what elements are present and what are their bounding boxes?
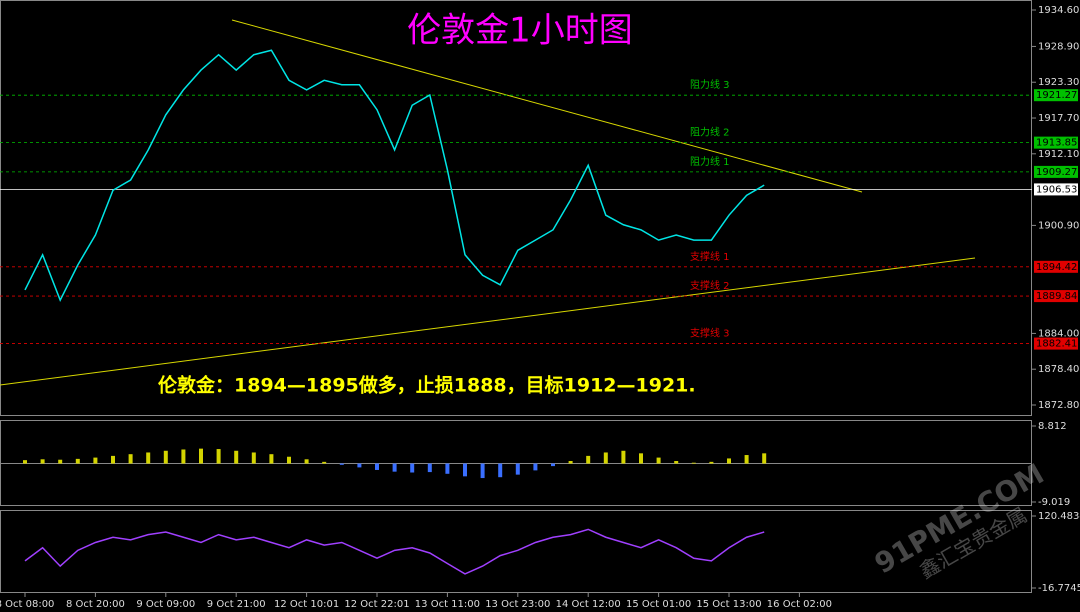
- level-value: 1889.84: [1036, 291, 1077, 302]
- macd-bar: [709, 461, 714, 464]
- level-value: 1913.85: [1036, 138, 1077, 149]
- x-tick-label: 13 Oct 11:00: [415, 599, 480, 610]
- macd-bar: [603, 452, 608, 464]
- macd-bar: [410, 463, 415, 473]
- macd-bar: [234, 450, 239, 464]
- annotation: 伦敦金：1894—1895做多，止损1888，目标1912—1921.: [158, 374, 696, 397]
- macd-bar: [128, 454, 133, 464]
- level-value: 1909.27: [1036, 167, 1077, 178]
- y-tick-label: 1872.80: [1038, 400, 1079, 411]
- level-value: 1906.53: [1036, 184, 1077, 195]
- y-tick-label: 120.4834: [1038, 511, 1080, 522]
- main-frame: [0, 0, 1032, 416]
- x-tick-label: 15 Oct 13:00: [696, 599, 761, 610]
- macd-bar: [199, 448, 203, 464]
- macd-bar: [375, 463, 379, 470]
- y-tick-label: 1934.60: [1038, 5, 1079, 16]
- x-tick-label: 9 Oct 21:00: [207, 599, 266, 610]
- y-tick-label: 1917.70: [1038, 113, 1079, 124]
- macd-bar: [427, 463, 432, 473]
- x-tick-label: 14 Oct 12:00: [556, 599, 621, 610]
- macd-bar: [322, 461, 327, 464]
- x-tick-label: 16 Oct 02:00: [767, 599, 832, 610]
- macd-bar: [762, 453, 767, 464]
- x-tick-label: 9 Oct 09:00: [136, 599, 195, 610]
- trend-line: [231, 19, 863, 193]
- macd-bar: [533, 463, 538, 471]
- x-tick-label: 8 Oct 20:00: [66, 599, 125, 610]
- x-tick-label: 13 Oct 23:00: [485, 599, 550, 610]
- macd-bar: [251, 452, 256, 464]
- macd-bar: [656, 457, 661, 464]
- y-tick-label: 1928.90: [1038, 41, 1079, 52]
- y-tick-label: 1923.30: [1038, 77, 1079, 88]
- level-name: 支撑线 2: [690, 279, 730, 292]
- macd-bar: [287, 456, 291, 464]
- level-tag: [1034, 260, 1078, 273]
- macd-bar: [269, 454, 274, 464]
- macd-bar: [163, 450, 168, 464]
- macd-bar: [445, 463, 450, 474]
- y-tick-label: 1878.40: [1038, 364, 1079, 375]
- macd-bar: [463, 463, 467, 477]
- level-name: 阻力线 3: [690, 78, 730, 91]
- macd-bar: [727, 458, 731, 464]
- x-tick-label: 12 Oct 22:01: [344, 599, 409, 610]
- level-tag: [1034, 290, 1078, 303]
- macd-bar: [339, 463, 344, 465]
- macd-bar: [480, 463, 485, 479]
- level-name: 阻力线 2: [690, 126, 730, 139]
- level-name: 阻力线 1: [690, 155, 730, 168]
- level-tag: [1034, 337, 1078, 350]
- x-tick-label: 8 Oct 08:00: [0, 599, 54, 610]
- y-tick-label: 8.812: [1038, 421, 1067, 432]
- macd-bar: [639, 453, 643, 464]
- level-value: 1921.27: [1036, 90, 1077, 101]
- macd-bar: [568, 461, 573, 464]
- macd-bar: [75, 458, 80, 464]
- x-tick-label: 12 Oct 10:01: [274, 599, 339, 610]
- macd-bar: [304, 459, 309, 464]
- macd-bar: [621, 450, 626, 464]
- trend-line: [0, 257, 976, 386]
- macd-bar: [23, 460, 27, 464]
- chart-title: 伦敦金1小时图: [407, 11, 633, 51]
- macd-frame: [0, 420, 1032, 506]
- x-tick-label: 15 Oct 01:00: [626, 599, 691, 610]
- macd-bar: [392, 463, 397, 472]
- macd-bar: [146, 452, 151, 464]
- macd-bar: [40, 459, 45, 464]
- y-tick-label: 1884.00: [1038, 328, 1079, 339]
- macd-bar: [181, 449, 186, 464]
- macd-bar: [216, 449, 221, 464]
- macd-bar: [111, 455, 115, 464]
- macd-bar: [691, 462, 696, 464]
- level-tag: [1034, 136, 1078, 149]
- macd-bar: [93, 457, 98, 464]
- level-tag: [1034, 183, 1078, 196]
- level-name: 支撑线 3: [690, 327, 730, 340]
- macd-bar: [586, 455, 591, 464]
- level-tag: [1034, 165, 1078, 178]
- macd-bar: [551, 463, 555, 467]
- y-tick-label: 1900.90: [1038, 220, 1079, 231]
- macd-bar: [498, 463, 503, 478]
- macd-bar: [744, 455, 749, 464]
- stoch-frame: [0, 510, 1032, 593]
- macd-bar: [674, 461, 679, 464]
- y-tick-label: 1912.10: [1038, 149, 1079, 160]
- stoch-line: [24, 528, 765, 575]
- level-name: 支撑线 1: [690, 250, 730, 263]
- level-value: 1882.41: [1036, 339, 1077, 350]
- price-line: [24, 49, 765, 303]
- y-tick-label: -16.7745: [1038, 583, 1080, 594]
- macd-bar: [515, 463, 520, 475]
- macd-bar: [357, 463, 362, 468]
- y-tick-label: -9.019: [1038, 497, 1070, 508]
- macd-bar: [58, 459, 63, 464]
- level-tag: [1034, 89, 1078, 102]
- level-value: 1894.42: [1036, 262, 1077, 273]
